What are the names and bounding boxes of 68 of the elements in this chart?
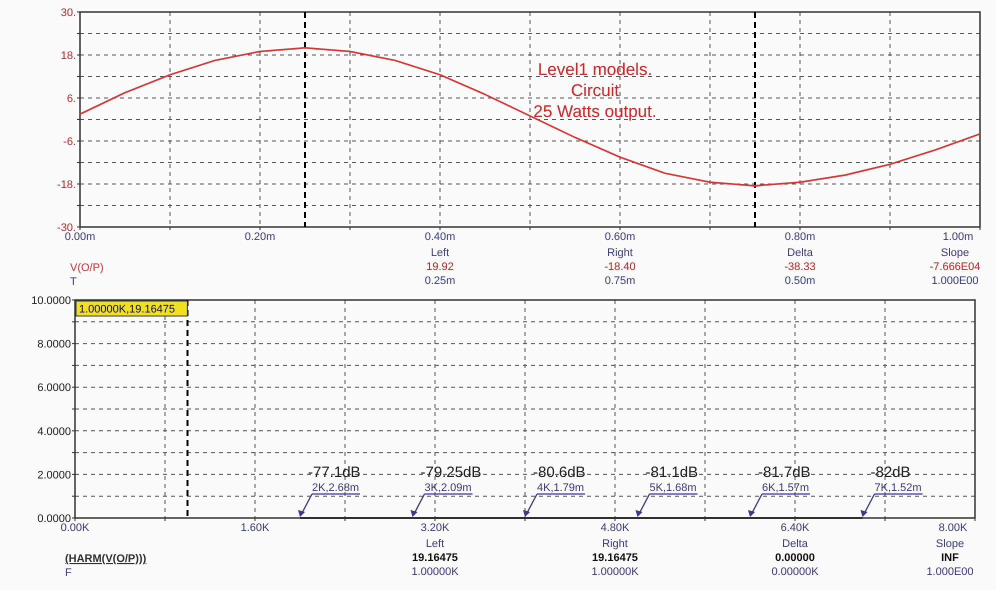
text: Slope <box>940 247 970 259</box>
ref-line-label: 1.00000K,19.16475 <box>79 304 176 316</box>
text: 1.000E00 <box>931 275 979 287</box>
y-tick-label: -30. <box>57 222 76 234</box>
y-tick-label: 0.0000 <box>37 513 71 525</box>
y-tick-label: 6.0000 <box>37 382 71 394</box>
y-tick-label: 30. <box>60 7 76 19</box>
text: 0.00000K <box>771 566 820 578</box>
text: Delta <box>782 538 809 550</box>
annotation: 2K,2.68m <box>312 482 360 494</box>
x-tick-label: 6.40K <box>780 522 810 534</box>
text: 1.00000K <box>411 566 460 578</box>
annotation: 25 Watts output. <box>533 102 657 121</box>
y-tick-label: -6. <box>63 136 76 148</box>
x-tick-label: 4.80K <box>600 522 630 534</box>
y-tick-label: 8.0000 <box>37 338 71 351</box>
text: 0.25m <box>424 275 456 287</box>
x-tick-label: 1.00m <box>942 231 974 243</box>
x-tick-label: 0.00K <box>60 522 90 534</box>
annotation: -81.1dB <box>646 464 698 481</box>
annotation: 4K,1.79m <box>537 482 584 494</box>
text: V(O/P) <box>70 262 104 274</box>
annotation: 3K,2.09m <box>424 482 472 494</box>
annotation: Circuit <box>570 81 620 100</box>
text: 0.00000 <box>775 552 815 564</box>
annotation: 6K,1.57m <box>762 482 810 494</box>
annotation: 5K,1.68m <box>650 482 697 494</box>
text: Right <box>607 247 633 259</box>
text: -18.40 <box>604 261 636 273</box>
annotation: -79.25dB <box>420 464 482 481</box>
annotation: -82dB <box>870 464 911 481</box>
x-axis-title: F <box>65 567 72 579</box>
x-tick-label: 3.20K <box>420 522 450 534</box>
text: -38.33 <box>784 261 816 273</box>
annotation: -80.6dB <box>533 464 586 481</box>
text: 1.000E00 <box>926 566 974 578</box>
x-tick-label: 8.00K <box>938 522 968 534</box>
text: 19.16475 <box>592 552 638 564</box>
x-tick-label: 1.60K <box>240 522 270 534</box>
text: Left <box>426 538 444 550</box>
x-tick-label: 0.80m <box>784 231 816 243</box>
x-tick-label: 0.60m <box>604 231 636 243</box>
y-tick-label: 18. <box>60 50 76 62</box>
text: (HARM(V(O/P))) <box>65 553 147 565</box>
y-tick-label: -18. <box>57 179 76 191</box>
y-tick-label: 6. <box>66 93 76 105</box>
text: 19.92 <box>426 261 454 273</box>
text: 19.16475 <box>412 552 458 564</box>
text: Right <box>602 538 628 550</box>
annotation: -81.7dB <box>758 464 811 481</box>
text: 0.75m <box>604 275 636 287</box>
y-tick-label: 2.0000 <box>37 469 71 482</box>
text: INF <box>941 552 960 564</box>
text: Delta <box>787 247 814 259</box>
annotation: 7K,1.52m <box>874 482 922 494</box>
x-tick-label: 0.40m <box>424 231 456 243</box>
y-tick-label: 4.0000 <box>37 426 71 438</box>
annotation: Level1 models. <box>538 60 652 79</box>
text: Left <box>430 247 450 259</box>
text: 0.50m <box>784 275 816 287</box>
text: 1.00000K <box>591 566 640 578</box>
text: -7.666E04 <box>930 261 980 273</box>
x-axis-title: T <box>70 276 77 288</box>
x-tick-label: 0.00m <box>64 231 96 243</box>
y-tick-label: 10.0000 <box>31 295 71 307</box>
annotation: -77.1dB <box>308 464 361 481</box>
text: Slope <box>936 538 964 550</box>
x-tick-label: 0.20m <box>244 231 276 243</box>
